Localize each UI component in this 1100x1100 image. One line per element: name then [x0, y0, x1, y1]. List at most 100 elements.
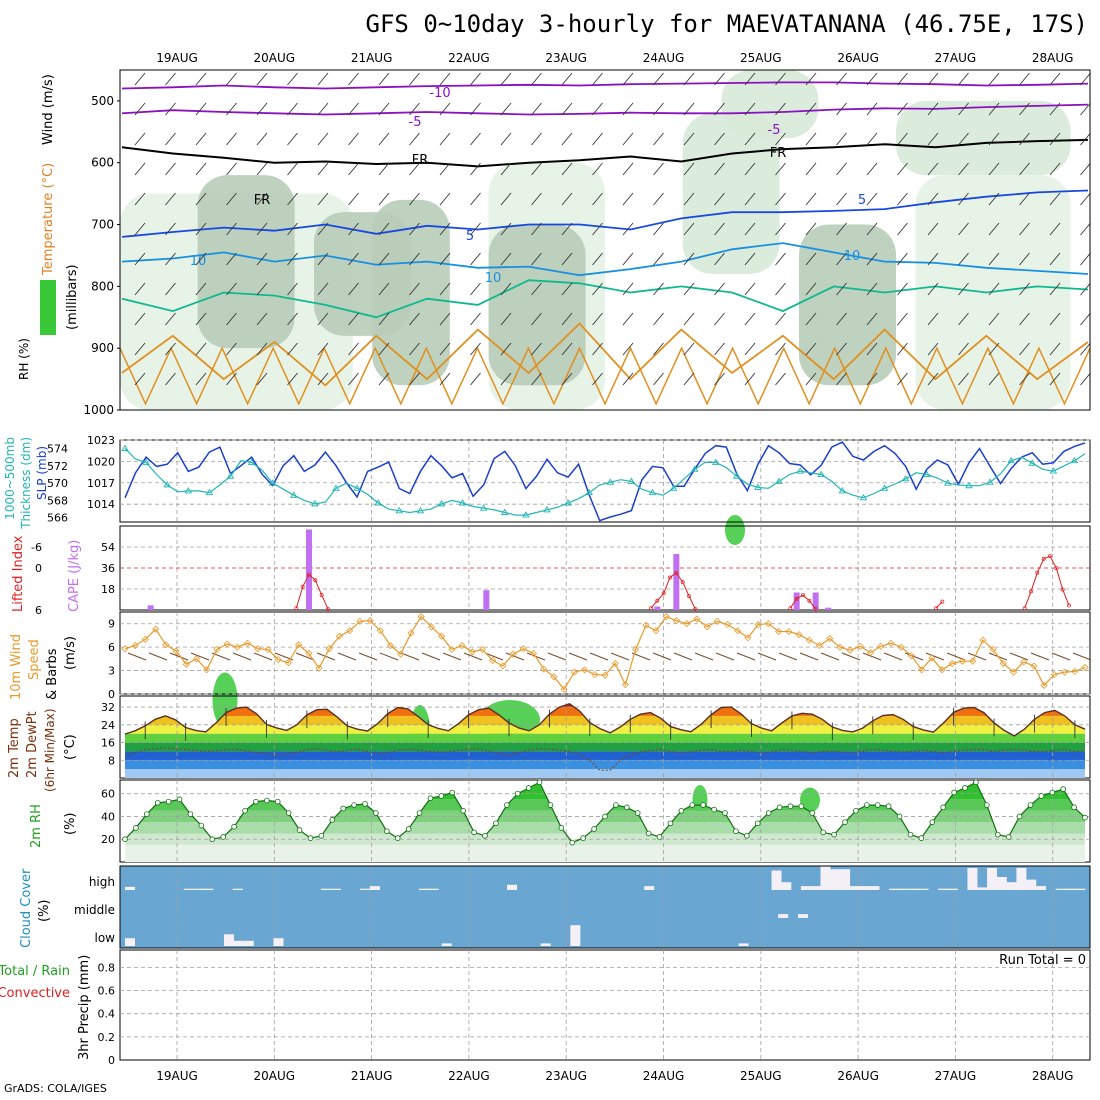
- wind-barb: [348, 192, 359, 206]
- wind-speed-marker: [1009, 668, 1018, 676]
- wind-barb: [561, 282, 573, 296]
- thickness-marker: [775, 477, 783, 484]
- wind-barb: [805, 162, 817, 176]
- wind-barb: [836, 222, 847, 236]
- wind-speed-marker: [274, 656, 282, 664]
- wind-barb: [409, 72, 420, 86]
- wind-barb: [256, 222, 268, 236]
- wind-barb: [1019, 102, 1030, 116]
- wind-barb: [744, 162, 756, 176]
- wind-barb: [134, 162, 146, 176]
- rh-marker: [493, 820, 499, 827]
- wind-speed-marker: [376, 627, 384, 635]
- wind-barb: [805, 282, 817, 296]
- wind-barb: [805, 222, 817, 236]
- ylabel-barbs: & Barbs: [45, 648, 60, 700]
- wind-barb: [683, 132, 695, 146]
- wind-barb: [592, 132, 603, 146]
- thickness-marker: [606, 478, 615, 485]
- wind-barb: [165, 162, 176, 176]
- wind-speed-marker: [601, 671, 609, 679]
- wind-barb: [866, 282, 878, 296]
- rh-marker: [754, 820, 761, 827]
- wind-barb: [531, 102, 542, 116]
- cloud-bar-high: [840, 869, 851, 890]
- wind-barb: [287, 72, 298, 86]
- wind-barb: [226, 312, 237, 326]
- rh-marker: [667, 820, 674, 827]
- wind-barb: [531, 72, 542, 86]
- cloud-bar-high: [908, 888, 919, 890]
- wind-barb: [195, 102, 207, 116]
- wind-barb: [439, 162, 451, 176]
- rh-marker: [722, 810, 728, 816]
- rh-marker: [1049, 789, 1056, 796]
- wind-barb: [378, 72, 390, 86]
- wind-barb: [470, 162, 481, 176]
- wind-barb: [1019, 72, 1030, 86]
- slp-tick-label: 1014: [87, 498, 115, 511]
- cape-bar: [483, 590, 490, 610]
- rh-marker: [231, 823, 237, 830]
- wind-barb: [592, 102, 603, 116]
- thickness-marker: [922, 470, 931, 477]
- wind-barb: [622, 102, 634, 116]
- wind-barb: [866, 222, 878, 236]
- wind-barb: [561, 372, 573, 386]
- wind-speed-marker: [826, 634, 834, 643]
- wind-speed-marker: [233, 643, 241, 651]
- wind-barb: [165, 192, 176, 206]
- thickness-marker: [479, 504, 488, 511]
- thickness-marker: [690, 465, 699, 472]
- lifted-index-marker: [1060, 587, 1065, 592]
- wind-speed-marker: [335, 632, 344, 640]
- cloud-bar-low: [125, 938, 135, 946]
- wind-barb: [775, 372, 786, 386]
- wind-barb: [897, 282, 908, 296]
- surface-wind-barb: [967, 652, 987, 661]
- lifted-index-line: [1024, 555, 1070, 609]
- wind-barb: [836, 132, 847, 146]
- wind-barb: [683, 162, 695, 176]
- thickness-marker: [796, 467, 804, 474]
- cloud-bar-high: [947, 888, 958, 890]
- wind-barb: [622, 72, 634, 86]
- wind-speed-marker: [417, 613, 425, 621]
- rh-marker: [984, 802, 990, 808]
- wind-barb: [744, 132, 756, 146]
- wind-barb: [592, 162, 603, 176]
- rh-marker: [918, 835, 925, 841]
- footer-credit: GrADS: COLA/IGES: [4, 1082, 107, 1095]
- wind-barb: [134, 192, 146, 206]
- contour-label: -5: [409, 115, 422, 130]
- wind-barb: [165, 72, 176, 86]
- wind-barb: [195, 372, 207, 386]
- wind-barb: [317, 372, 329, 386]
- surface-wind-barb: [757, 652, 777, 661]
- surface-wind-barb: [778, 652, 798, 661]
- surface-wind-barb: [337, 652, 357, 661]
- wind-speed-marker: [775, 627, 783, 636]
- ylabel-slp: SLP (mb): [35, 446, 49, 500]
- wind-speed-marker: [284, 659, 292, 667]
- wind-barb: [836, 252, 847, 266]
- precip-tick-label: 0: [108, 1054, 115, 1067]
- cloud-bar-high: [830, 869, 841, 890]
- lifted-index-marker: [300, 584, 305, 589]
- wind-speed-line: [124, 615, 1086, 691]
- wind-barb: [317, 252, 329, 266]
- wind-barb: [409, 222, 420, 236]
- lifted-index-marker: [674, 570, 679, 575]
- ylabel-millibars: (millibars): [65, 264, 80, 330]
- pressure-tick-label: 800: [91, 279, 114, 293]
- rh-tick-label: 60: [101, 788, 115, 801]
- surface-wind-barb: [1051, 652, 1071, 661]
- lifted-index-tick-label: 6: [35, 604, 42, 617]
- isotherm-5: [121, 189, 1089, 238]
- surface-wind-barb: [1009, 652, 1029, 661]
- wind-speed-marker: [856, 642, 864, 650]
- wind-barb: [531, 342, 542, 356]
- cape-bar: [825, 607, 832, 610]
- wind-speed-marker: [887, 639, 895, 647]
- wind-barb: [195, 162, 207, 176]
